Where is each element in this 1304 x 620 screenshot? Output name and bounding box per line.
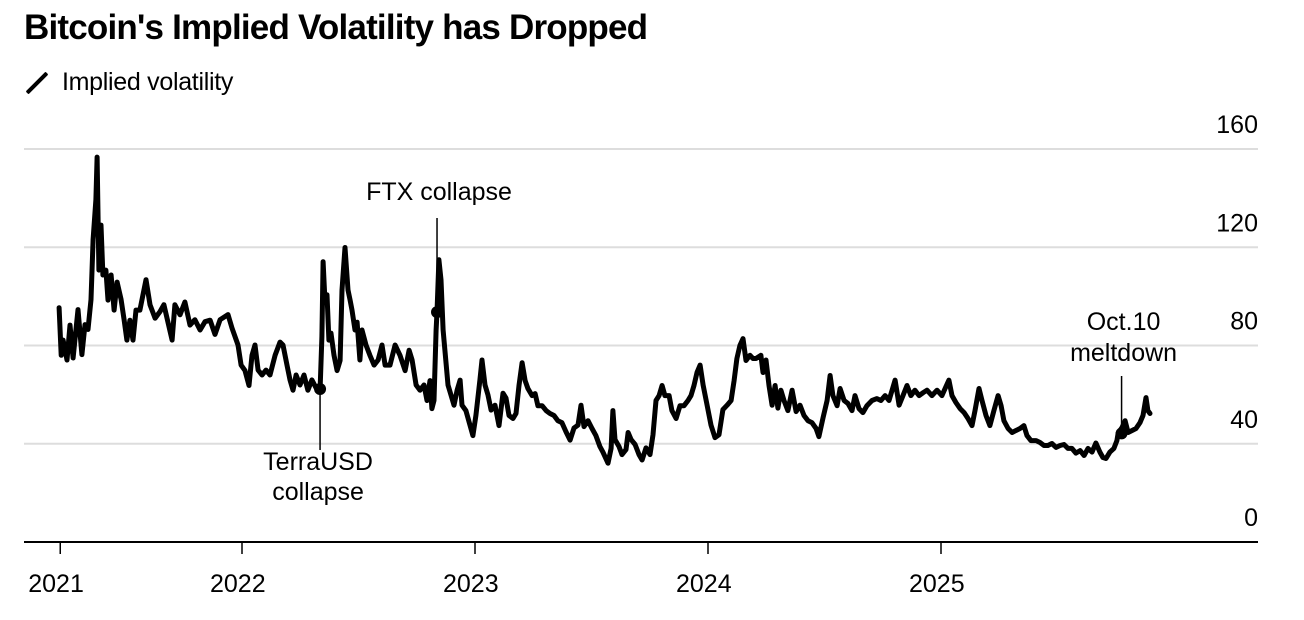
x-tick-label: 2023 [443,570,499,598]
annotation-label: meltdown [1070,339,1177,367]
annotation-label: TerraUSD [263,448,373,476]
annotation-label: FTX collapse [366,178,512,206]
y-tick-label: 0 [1244,504,1258,532]
annotation-marker [431,306,444,319]
annotation-markers [314,306,1128,440]
y-tick-label: 80 [1230,308,1258,336]
gridlines [24,148,1258,445]
y-tick-label: 160 [1216,111,1258,139]
annotation-label: Oct.10 [1087,308,1161,336]
y-axis: 0 40 80 120 160 [1216,111,1258,532]
chart-title: Bitcoin's Implied Volatility has Dropped [24,8,648,47]
annotation-label: collapse [272,478,364,506]
y-tick-label: 40 [1230,406,1258,434]
legend: Implied volatility [24,68,233,97]
y-tick-label: 120 [1216,209,1258,237]
x-axis: 2021 2022 2023 2024 2025 [24,541,1258,598]
legend-label: Implied volatility [62,68,234,96]
x-tick-label: 2025 [909,570,965,598]
series-line-implied-volatility [56,154,1153,466]
annotation-marker [1115,427,1128,440]
x-tick-label: 2021 [28,570,84,598]
x-tick-label: 2022 [210,570,266,598]
x-tick-label: 2024 [676,570,732,598]
series-group [56,154,1153,466]
annotation-marker [314,382,327,395]
